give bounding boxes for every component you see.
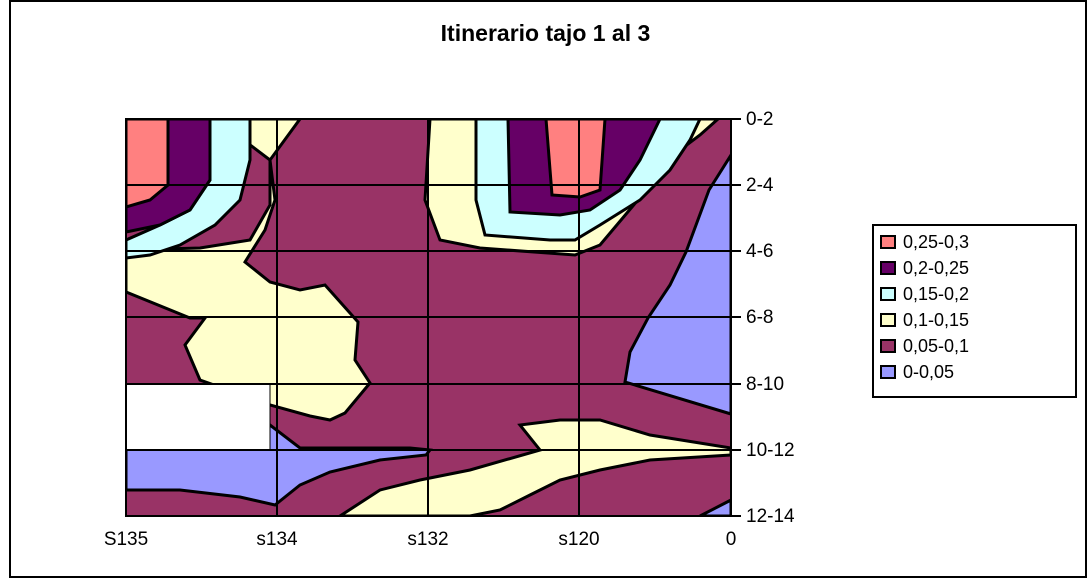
legend-swatch-4 bbox=[880, 339, 896, 353]
y-tick-label-2: 4-6 bbox=[746, 241, 773, 262]
legend-label-4: 0,05-0,1 bbox=[903, 336, 969, 356]
legend-items: 0,25-0,3 0,2-0,25 0,15-0,2 0,1-0,15 0,05-0,1… bbox=[880, 232, 969, 382]
x-tick-label-3: s120 bbox=[558, 529, 599, 550]
y-tick-label-3: 6-8 bbox=[746, 307, 773, 328]
legend-label-3: 0,1-0,15 bbox=[903, 310, 969, 330]
legend-label-5: 0-0,05 bbox=[903, 362, 954, 382]
x-tick-label-4: 0 bbox=[726, 529, 737, 550]
legend-box bbox=[872, 224, 1077, 398]
y-tick-label-4: 8-10 bbox=[746, 374, 784, 395]
legend-label-1: 0,2-0,25 bbox=[903, 258, 969, 278]
legend-swatch-5 bbox=[880, 365, 896, 379]
band-0-25-0-3-right bbox=[544, 119, 607, 199]
y-tick-labels: 0-2 2-4 4-6 6-8 8-10 10-12 12-14 bbox=[746, 109, 795, 527]
y-axis bbox=[731, 118, 741, 517]
legend-label-0: 0,25-0,3 bbox=[903, 232, 969, 252]
blank-area bbox=[126, 383, 271, 451]
legend-swatch-3 bbox=[880, 313, 896, 327]
band-0-1-0-15-left bbox=[126, 119, 372, 422]
x-tick-label-0: S135 bbox=[104, 529, 148, 550]
legend-label-2: 0,15-0,2 bbox=[903, 284, 969, 304]
y-tick-label-6: 12-14 bbox=[746, 506, 795, 527]
legend: 0,25-0,3 0,2-0,25 0,15-0,2 0,1-0,15 0,05-0,1… bbox=[872, 224, 1077, 398]
legend-swatch-0 bbox=[880, 235, 896, 249]
x-tick-label-1: s134 bbox=[256, 529, 298, 550]
y-tick-label-5: 10-12 bbox=[746, 440, 795, 461]
legend-swatch-1 bbox=[880, 261, 896, 275]
x-tick-labels: S135 s134 s132 s120 0 bbox=[104, 529, 736, 550]
y-tick-label-0: 0-2 bbox=[746, 109, 773, 130]
y-tick-label-1: 2-4 bbox=[746, 175, 774, 196]
band-0-1-0-15-bottom bbox=[337, 418, 731, 516]
legend-swatch-2 bbox=[880, 287, 896, 301]
x-tick-label-2: s132 bbox=[407, 529, 448, 550]
band-0-0-05-corner bbox=[699, 498, 731, 516]
chart-title: Itinerario tajo 1 al 3 bbox=[440, 20, 651, 46]
